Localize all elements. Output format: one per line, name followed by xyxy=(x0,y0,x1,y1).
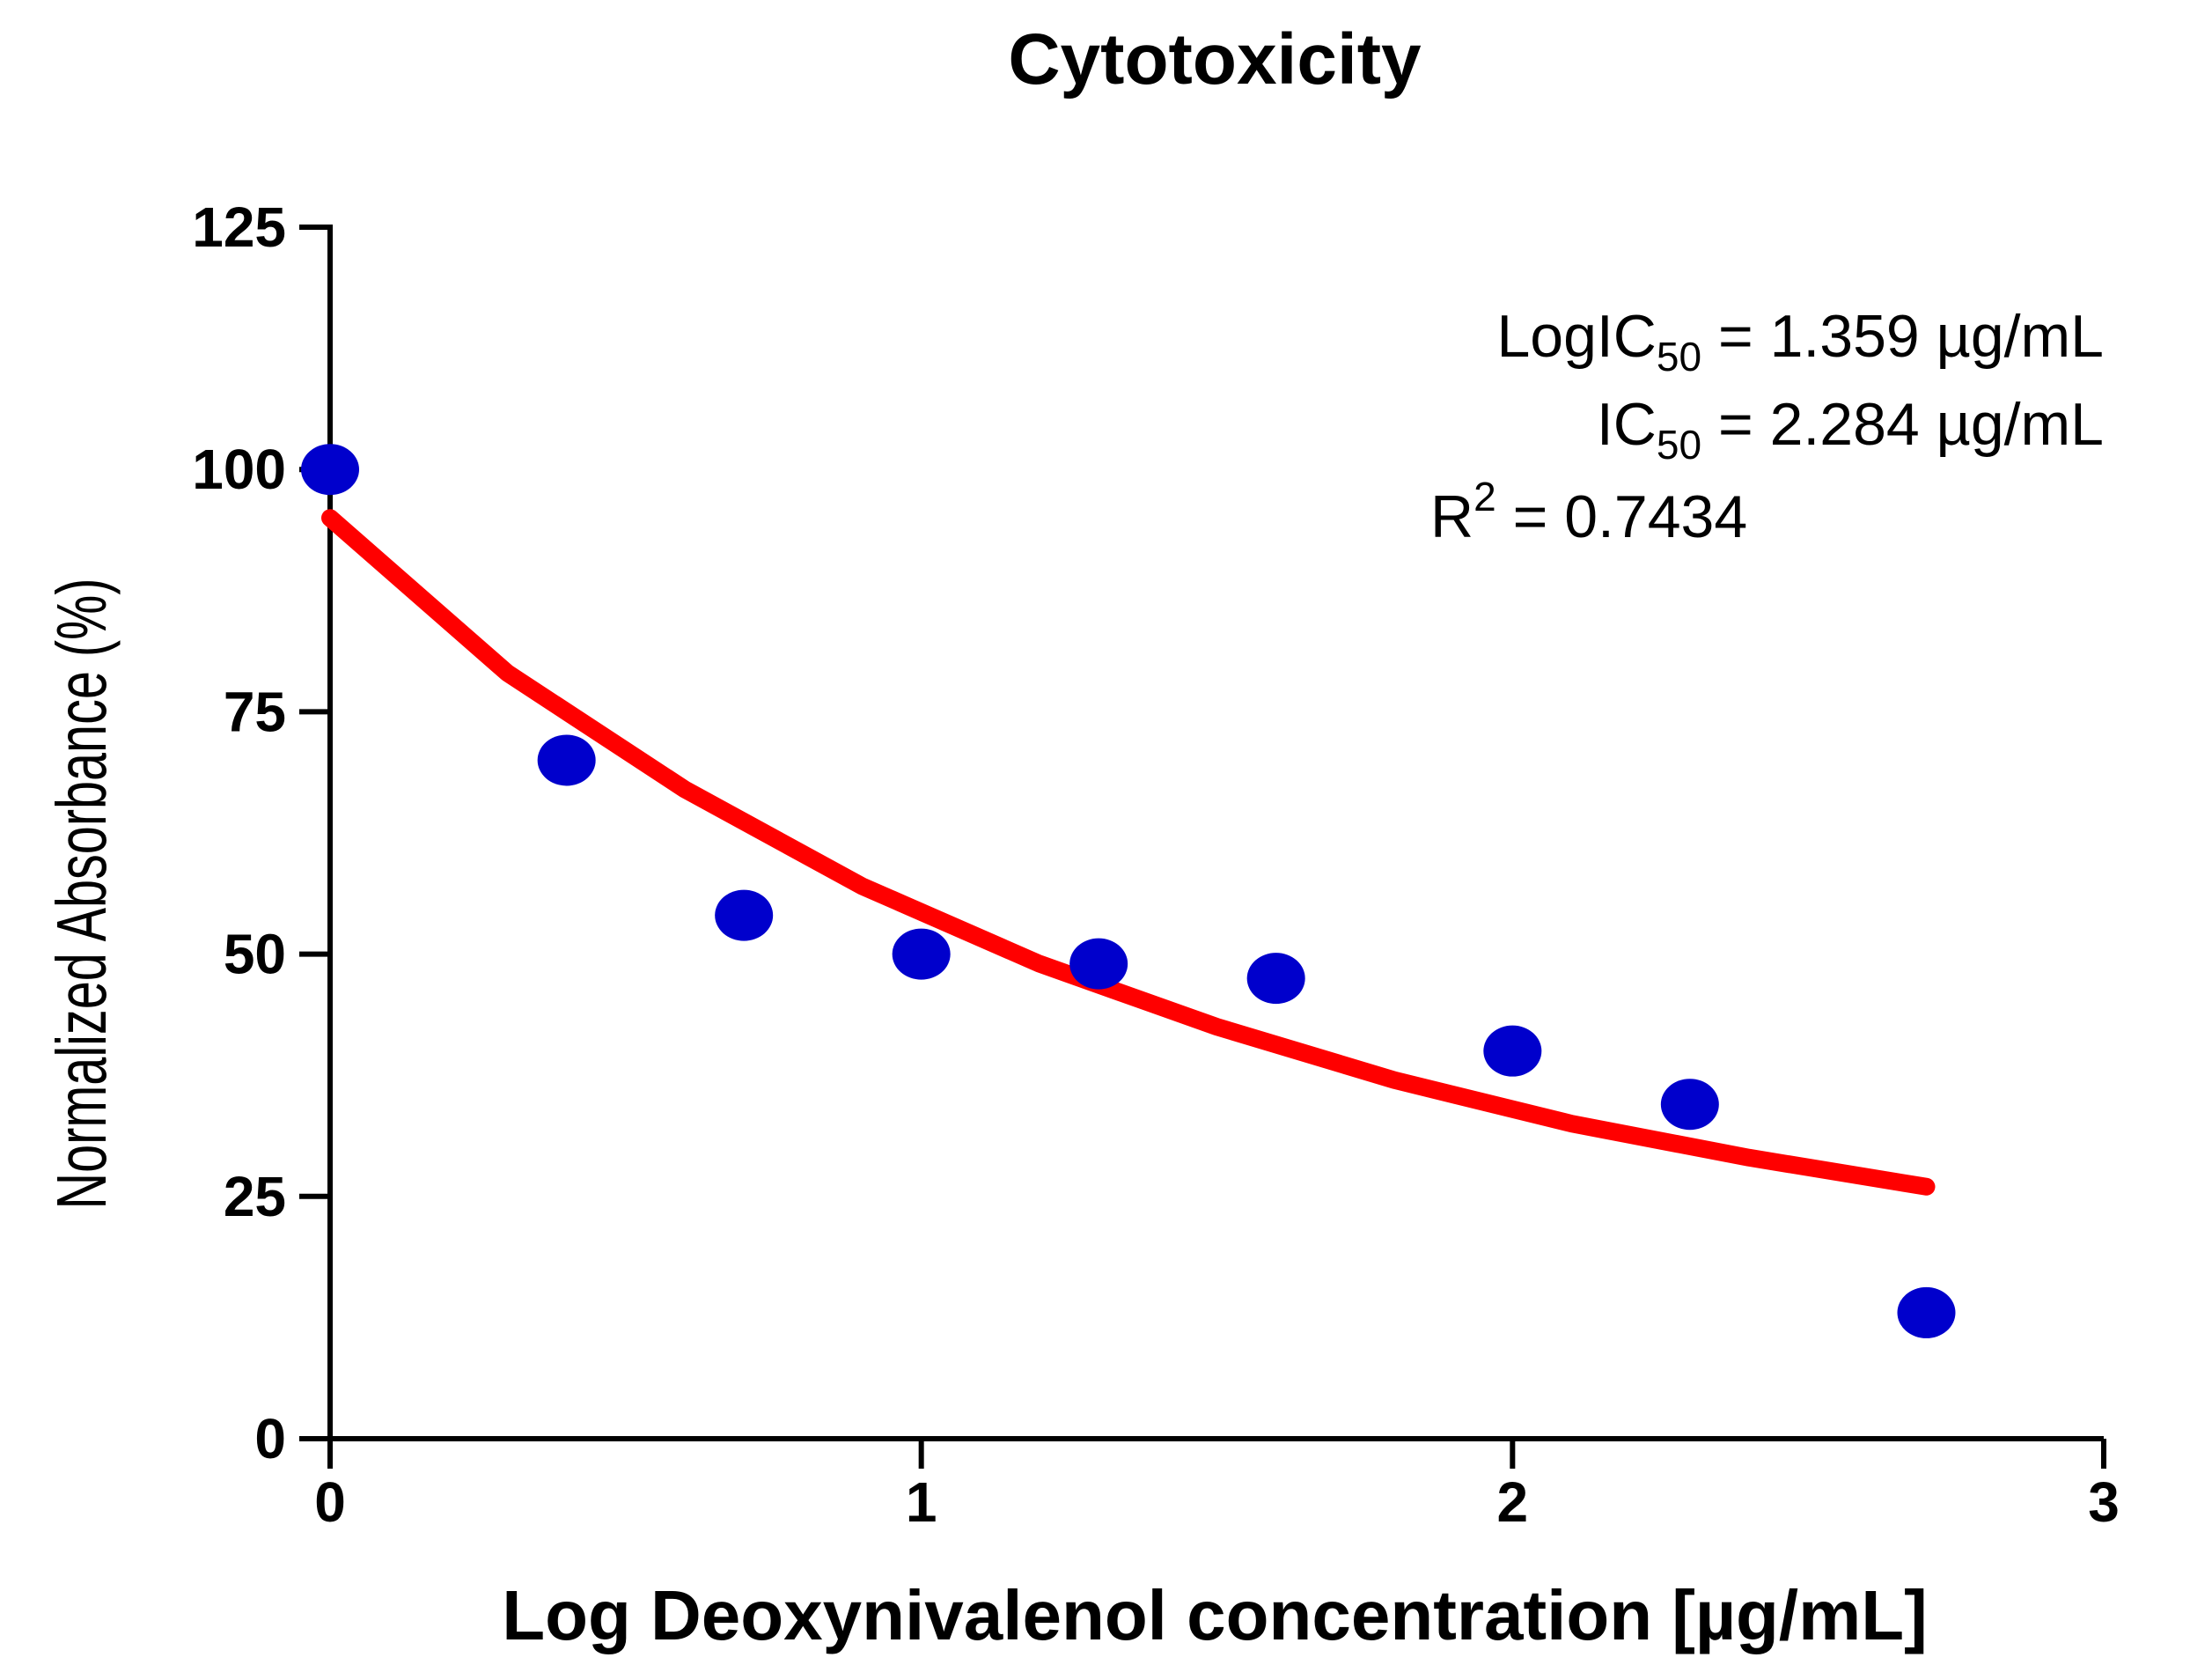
log-ic50-text: LogIC50 = 1.359 µg/mL xyxy=(1496,303,2104,379)
x-axis-ticks: 0 1 2 3 xyxy=(314,1439,2120,1534)
r-squared-superscript: 2 xyxy=(1473,474,1496,519)
y-tick-label: 50 xyxy=(224,923,286,986)
y-tick-label: 25 xyxy=(224,1165,286,1228)
data-points-layer xyxy=(301,444,1956,1338)
data-point xyxy=(1069,938,1128,990)
log-ic50-value: = 1.359 µg/mL xyxy=(1701,303,2104,370)
data-point xyxy=(301,444,359,496)
data-point xyxy=(1483,1025,1542,1077)
y-axis-label: Normalized Absorbance (%) xyxy=(42,578,121,1210)
data-point xyxy=(892,928,951,980)
x-tick-label: 1 xyxy=(906,1470,937,1534)
stats-annotation: LogIC50 = 1.359 µg/mL IC50 = 2.284 µg/mL… xyxy=(1430,303,2104,550)
data-point xyxy=(1660,1079,1719,1131)
fit-curve-layer xyxy=(321,509,1936,1196)
ic50-value: = 2.284 µg/mL xyxy=(1701,391,2104,458)
y-axis-ticks: 0 25 50 75 100 125 xyxy=(192,195,330,1470)
x-axis-label: Log Deoxynivalenol concentration [µg/mL] xyxy=(502,1576,1928,1654)
ic50-main: IC xyxy=(1597,391,1657,458)
data-point xyxy=(1246,953,1305,1005)
x-tick-label: 0 xyxy=(314,1470,346,1534)
data-point xyxy=(715,889,774,941)
log-ic50-subscript: 50 xyxy=(1657,334,1701,379)
r-squared-main: R xyxy=(1430,483,1473,550)
chart-title: Cytotoxicity xyxy=(1008,19,1422,99)
y-tick-label: 75 xyxy=(224,680,286,743)
data-point xyxy=(537,734,596,786)
y-tick-label: 100 xyxy=(192,438,286,501)
log-ic50-main: LogIC xyxy=(1496,303,1656,370)
data-point xyxy=(1897,1286,1956,1338)
x-tick-label: 2 xyxy=(1497,1470,1529,1534)
r-squared-text: R2 = 0.7434 xyxy=(1430,474,1747,550)
ic50-subscript: 50 xyxy=(1657,422,1701,468)
ic50-text: IC50 = 2.284 µg/mL xyxy=(1597,391,2104,468)
fit-curve-line xyxy=(321,509,1936,1196)
y-tick-label: 0 xyxy=(254,1407,286,1470)
r-squared-value: = 0.7434 xyxy=(1496,483,1747,550)
y-tick-label: 125 xyxy=(192,195,286,259)
x-tick-label: 3 xyxy=(2088,1470,2120,1534)
